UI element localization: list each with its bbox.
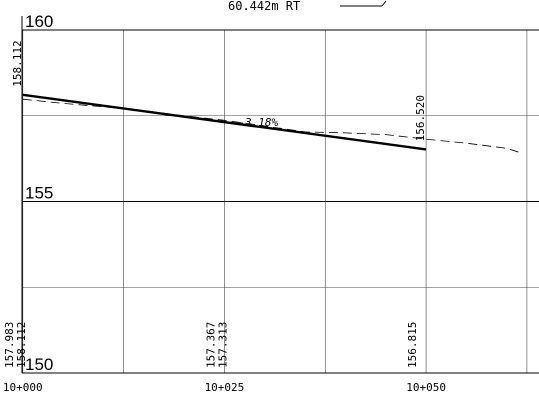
top-value-label-1: 156.520	[414, 95, 427, 141]
axes: 160 155 150 10+000 10+025 10+050	[3, 12, 539, 394]
series-lines	[22, 93, 524, 154]
bottom-value-label-4: 156.815	[406, 322, 419, 368]
x-tick-label-0: 10+000	[3, 381, 43, 394]
top-value-label-0: 158.112	[11, 40, 24, 86]
y-tick-label-0: 160	[25, 12, 53, 31]
bottom-value-label-3: 157.313	[216, 322, 229, 368]
header-annotation-text: 60.442m RT	[228, 0, 300, 13]
bottom-value-label-2: 157.367	[204, 322, 217, 368]
grid	[22, 29, 539, 374]
header-annotation: 60.442m RT	[228, 0, 387, 13]
bottom-value-label-1: 158.112	[15, 322, 28, 368]
series-line-1	[22, 98, 524, 154]
y-tick-label-1: 155	[25, 184, 53, 203]
x-tick-label-1: 10+025	[205, 381, 245, 394]
bottom-value-label-0: 157.983	[3, 322, 16, 368]
y-tick-label-2: 150	[25, 355, 53, 374]
header-leader-tick	[381, 0, 387, 7]
series-line-0	[22, 93, 427, 151]
grade-label: -3.18%	[238, 116, 278, 129]
x-tick-label-2: 10+050	[406, 381, 446, 394]
